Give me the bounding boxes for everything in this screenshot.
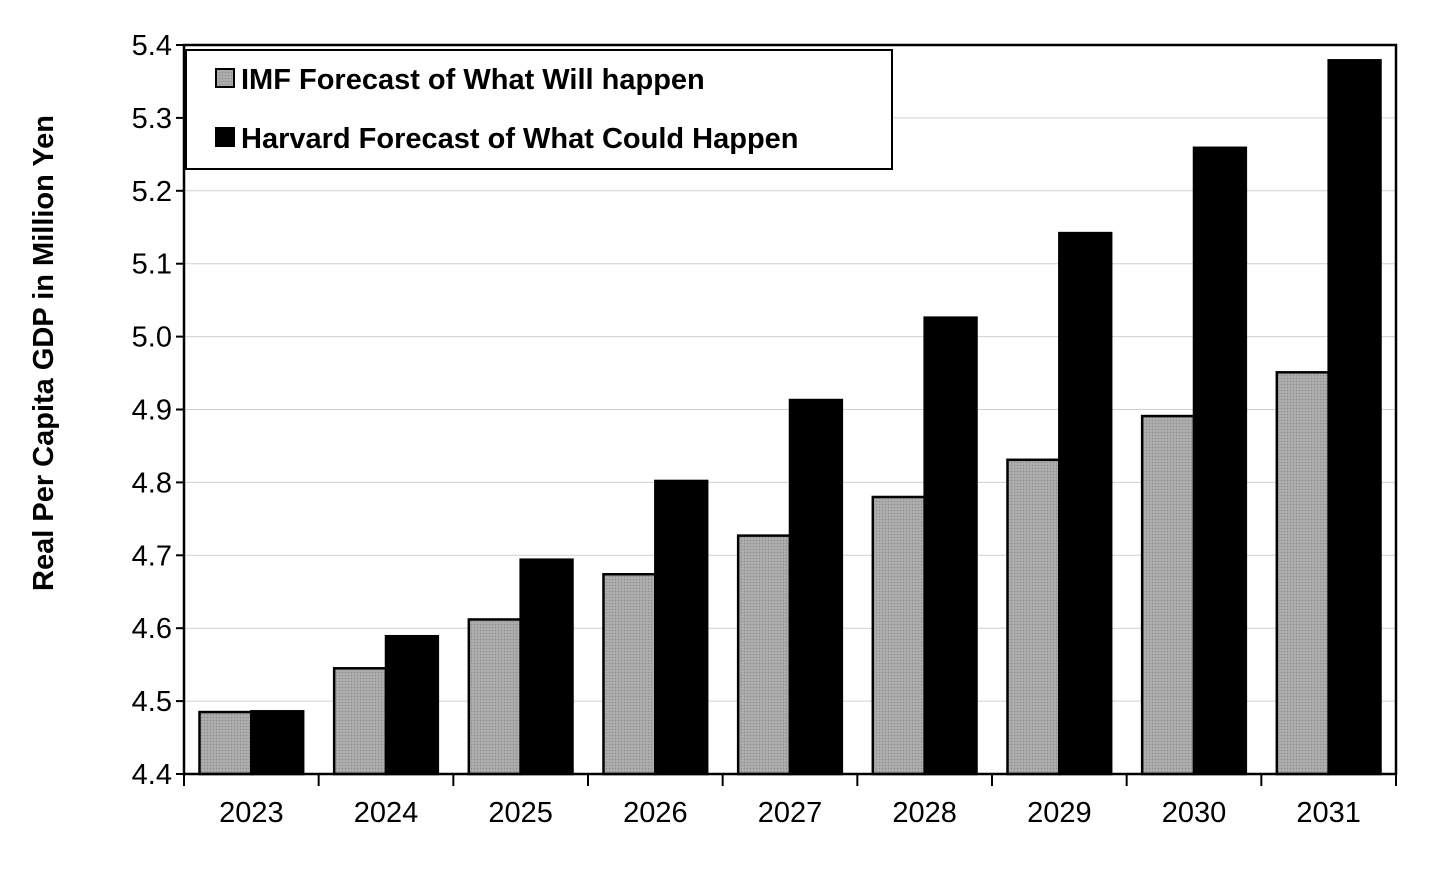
y-tick-label: 4.7	[132, 540, 172, 572]
bar-harvard-2031	[1327, 59, 1382, 776]
y-axis-tick-labels: 4.4 4.5 4.6 4.7 4.8 4.9 5.0 5.1 5.2 5.3 5.4	[132, 30, 172, 791]
y-tick-label: 5.2	[132, 176, 172, 208]
bar-harvard-2027	[788, 398, 844, 776]
bar-imf-2029	[1006, 458, 1061, 776]
legend-box	[185, 49, 893, 170]
x-tick-label: 2029	[1027, 797, 1092, 829]
y-tick-label: 4.5	[132, 686, 172, 718]
bar-harvard-2030	[1192, 146, 1248, 776]
bar-harvard-2029	[1058, 231, 1113, 776]
y-tick-label: 4.9	[132, 395, 172, 427]
x-tick-label: 2031	[1296, 797, 1361, 829]
x-tick-label: 2030	[1162, 797, 1227, 829]
x-tick-label: 2025	[488, 797, 553, 829]
legend-swatch-imf	[215, 68, 235, 88]
legend-swatch-harvard	[215, 127, 235, 147]
x-tick-label: 2023	[219, 797, 284, 829]
bar-harvard-2026	[654, 479, 709, 776]
y-tick-label: 5.0	[132, 322, 172, 354]
x-tick-label: 2024	[354, 797, 419, 829]
y-axis-title: Real Per Capita GDP in Million Yen	[28, 115, 60, 591]
bar-harvard-2024	[384, 634, 440, 776]
y-tick-label: 4.4	[132, 759, 172, 791]
x-tick-label: 2027	[758, 797, 823, 829]
bar-harvard-2028	[923, 316, 978, 776]
x-tick-label: 2028	[892, 797, 957, 829]
legend-label-imf: IMF Forecast of What Will happen	[241, 64, 705, 96]
y-tick-label: 4.8	[132, 467, 172, 499]
bar-harvard-2025	[519, 558, 574, 776]
bar-imf-2025	[467, 618, 522, 776]
bar-imf-2026	[602, 573, 657, 776]
bar-harvard-2023	[250, 710, 305, 776]
y-tick-label: 5.3	[132, 103, 172, 135]
bar-imf-2027	[736, 534, 792, 776]
axes	[176, 44, 1397, 786]
legend: IMF Forecast of What Will happen Harvard…	[185, 49, 893, 170]
x-axis-tick-labels: 2023 2024 2025 2026 2027 2028 2029 2030 2031	[219, 797, 1361, 829]
y-tick-label: 5.1	[132, 249, 172, 281]
bar-imf-2028	[871, 495, 926, 776]
bar-imf-2031	[1275, 371, 1330, 776]
y-tick-label: 4.6	[132, 613, 172, 645]
x-tick-label: 2026	[623, 797, 688, 829]
legend-label-harvard: Harvard Forecast of What Could Happen	[241, 123, 799, 155]
bar-imf-2030	[1140, 414, 1196, 776]
bars	[198, 59, 1382, 776]
bar-imf-2023	[198, 710, 253, 776]
bar-imf-2024	[332, 667, 388, 776]
y-tick-label: 5.4	[132, 30, 172, 62]
